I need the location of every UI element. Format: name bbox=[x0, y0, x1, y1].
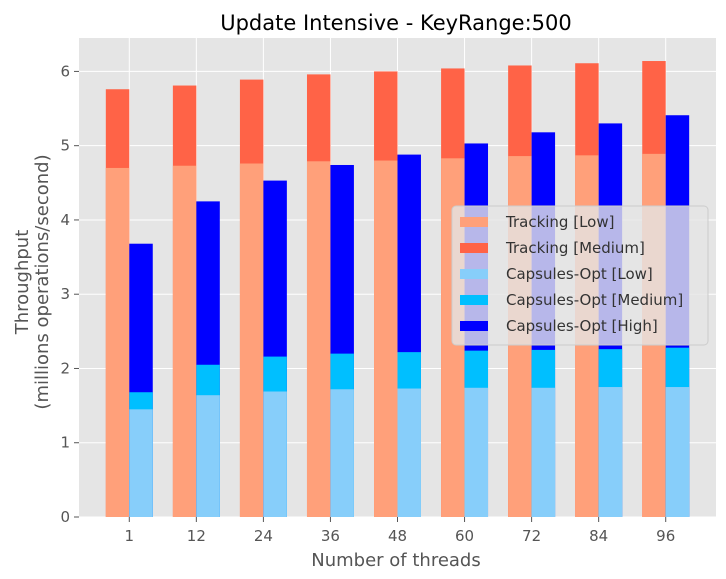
x-tick-label: 1 bbox=[125, 527, 135, 545]
bar-tracking-low bbox=[172, 165, 197, 517]
bar-capsules-opt-low bbox=[531, 387, 556, 517]
legend-label: Capsules-Opt [Low] bbox=[506, 265, 653, 283]
x-tick-label: 48 bbox=[388, 527, 407, 545]
bar-tracking-low bbox=[239, 163, 264, 517]
bar-capsules-opt-low bbox=[196, 395, 220, 517]
bar-capsules-opt-low bbox=[464, 387, 489, 517]
x-tick-label: 12 bbox=[187, 527, 206, 545]
x-tick-label: 84 bbox=[589, 527, 608, 545]
chart-title: Update Intensive - KeyRange:500 bbox=[220, 11, 572, 35]
legend-swatch bbox=[460, 295, 488, 305]
bar-capsules-opt-low bbox=[397, 388, 421, 517]
y-tick-label: 6 bbox=[60, 62, 70, 80]
bar-capsules-opt-low bbox=[598, 387, 623, 517]
bar-tracking-low bbox=[105, 167, 130, 517]
y-tick-label: 1 bbox=[60, 434, 70, 452]
x-tick-label: 60 bbox=[455, 527, 474, 545]
legend-box bbox=[451, 205, 709, 346]
legend: Tracking [Low] Tracking [Medium] Capsules-… bbox=[451, 205, 709, 346]
bar-capsules-opt-low bbox=[129, 409, 153, 517]
legend-label: Capsules-Opt [Medium] bbox=[506, 291, 683, 309]
legend-label: Tracking [Low] bbox=[505, 213, 614, 231]
y-axis-ticks: 0 1 2 3 4 5 6 bbox=[60, 62, 79, 526]
bar-capsules-opt-low bbox=[330, 389, 354, 517]
legend-swatch bbox=[460, 243, 488, 253]
y-tick-label: 0 bbox=[60, 508, 70, 526]
bar-tracking-low bbox=[374, 160, 398, 517]
x-axis-ticks: 1 12 24 36 48 60 72 84 96 bbox=[125, 517, 675, 545]
legend-label: Capsules-Opt [High] bbox=[506, 317, 658, 335]
x-tick-label: 24 bbox=[254, 527, 273, 545]
legend-label: Tracking [Medium] bbox=[505, 239, 645, 257]
bar-capsules-opt-low bbox=[263, 391, 287, 517]
y-axis-title: Throughput bbox=[12, 230, 33, 336]
legend-swatch bbox=[460, 269, 488, 279]
x-tick-label: 72 bbox=[522, 527, 541, 545]
y-tick-label: 5 bbox=[60, 137, 70, 155]
legend-swatch bbox=[460, 217, 488, 227]
bar-capsules-opt-low bbox=[665, 387, 690, 517]
x-tick-label: 36 bbox=[321, 527, 340, 545]
y-axis-subtitle: (millions operations/second) bbox=[32, 154, 53, 409]
x-axis-title: Number of threads bbox=[311, 550, 480, 571]
bar-tracking-low bbox=[306, 161, 331, 517]
x-tick-label: 96 bbox=[656, 527, 675, 545]
y-tick-label: 2 bbox=[60, 359, 70, 377]
y-tick-label: 3 bbox=[60, 285, 70, 303]
y-tick-label: 4 bbox=[60, 211, 70, 229]
legend-swatch bbox=[460, 321, 488, 331]
